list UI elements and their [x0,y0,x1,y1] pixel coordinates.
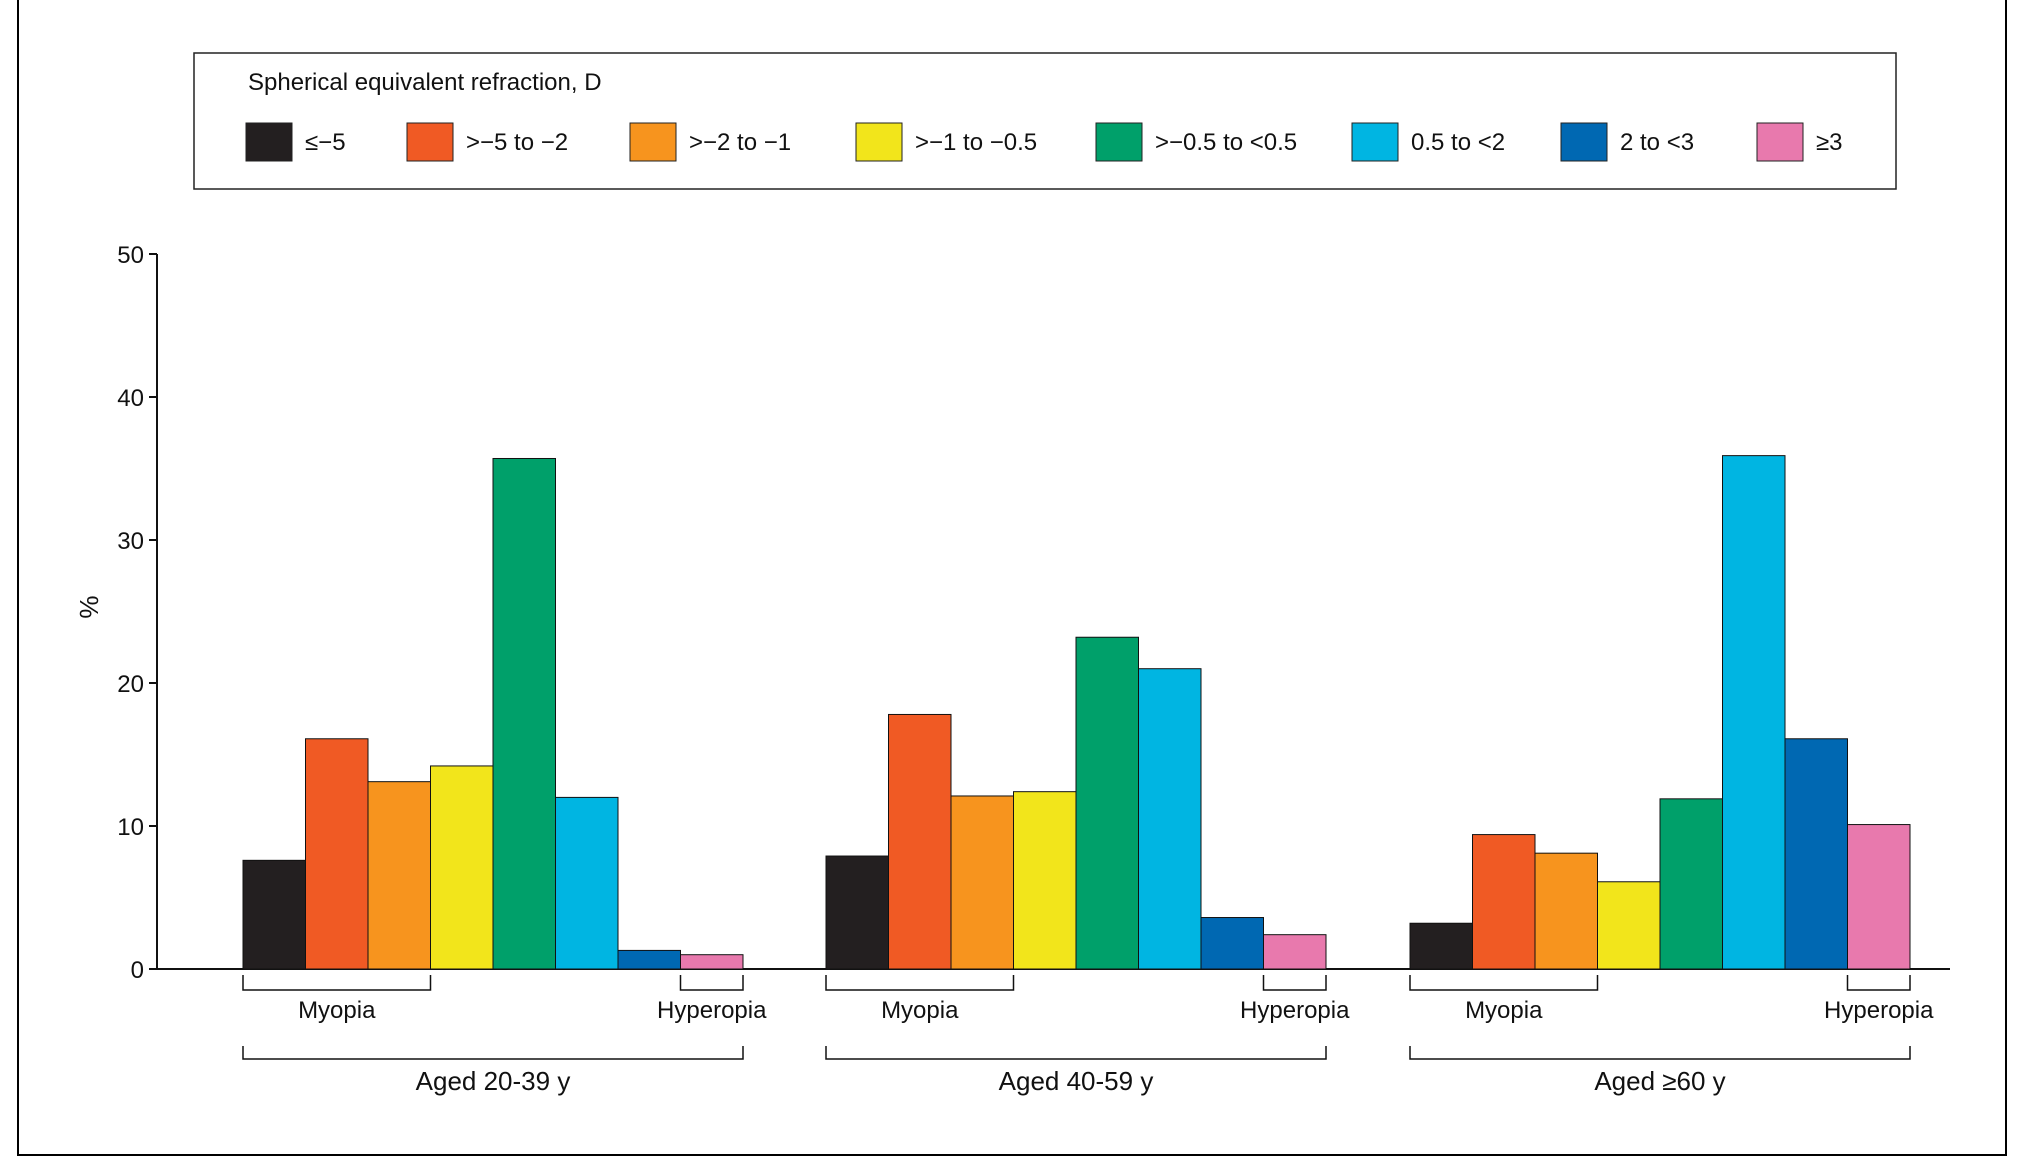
legend-label: 0.5 to <2 [1411,129,1505,156]
bar [1534,852,1598,970]
legend-label: >−5 to −2 [466,129,568,156]
myopia-label: Myopia [1465,997,1543,1024]
y-ticks: 0 10 20 30 40 50 [117,242,157,984]
hyperopia-bracket [1846,975,1911,991]
age-group-bracket [1409,1046,1911,1060]
legend-swatch [1095,122,1143,162]
bar [617,949,681,970]
bar [1722,455,1786,970]
group-brackets: Myopia Hyperopia Aged 20-39 y Myopia Hyperop… [242,975,1934,1096]
bar [950,795,1014,970]
age-group-bracket [825,1046,1327,1060]
hyperopia-label: Hyperopia [657,997,767,1024]
y-tick-label: 50 [117,242,144,269]
legend-swatch [1756,122,1804,162]
bar [1138,668,1202,970]
legend-label: 2 to <3 [1620,129,1694,156]
legend-label: >−1 to −0.5 [915,129,1037,156]
bar [888,713,952,970]
legend-label: ≥3 [1816,129,1843,156]
bar [555,796,619,970]
hyperopia-label: Hyperopia [1824,997,1934,1024]
bar [242,859,306,970]
myopia-label: Myopia [298,997,376,1024]
bar [1659,798,1723,970]
bar [367,781,431,970]
bar [430,765,494,970]
myopia-bracket [242,975,432,991]
legend-label: >−0.5 to <0.5 [1155,129,1297,156]
bar [1409,922,1473,970]
y-tick-label: 30 [117,528,144,555]
bar [1847,824,1911,970]
bar [1200,917,1264,970]
bar [305,738,369,970]
legend-title: Spherical equivalent refraction, D [248,69,602,96]
bar [680,954,744,970]
legend-label: >−2 to −1 [689,129,791,156]
legend-box [193,52,1897,190]
bar [492,457,556,970]
y-tick-label: 10 [117,814,144,841]
age-group-label: Aged ≥60 y [1594,1066,1725,1096]
bar [1597,881,1661,970]
hyperopia-label: Hyperopia [1240,997,1350,1024]
y-tick-label: 40 [117,385,144,412]
legend-swatch [629,122,677,162]
legend-swatch [1560,122,1608,162]
age-group-bracket [242,1046,744,1060]
legend-swatch [1351,122,1399,162]
myopia-bracket [1409,975,1599,991]
hyperopia-bracket [1262,975,1327,991]
bar [1472,834,1536,970]
bar [1263,934,1327,970]
bar [1013,791,1077,970]
y-tick-label: 20 [117,671,144,698]
bar [1075,636,1139,970]
legend-swatch [855,122,903,162]
age-group-label: Aged 20-39 y [416,1066,571,1096]
legend-swatch [406,122,454,162]
myopia-label: Myopia [881,997,959,1024]
bars [242,455,1911,970]
legend-label: ≤−5 [305,129,346,156]
legend: ≤−5 >−5 to −2 >−2 to −1 >−1 to −0.5 >−0.5 to… [245,122,1843,162]
y-tick-label: 0 [131,957,144,984]
hyperopia-bracket [679,975,744,991]
age-group-label: Aged 40-59 y [999,1066,1154,1096]
myopia-bracket [825,975,1015,991]
legend-swatch [245,122,293,162]
bar [1784,738,1848,970]
bar [825,855,889,970]
y-axis-label: % [74,595,104,618]
